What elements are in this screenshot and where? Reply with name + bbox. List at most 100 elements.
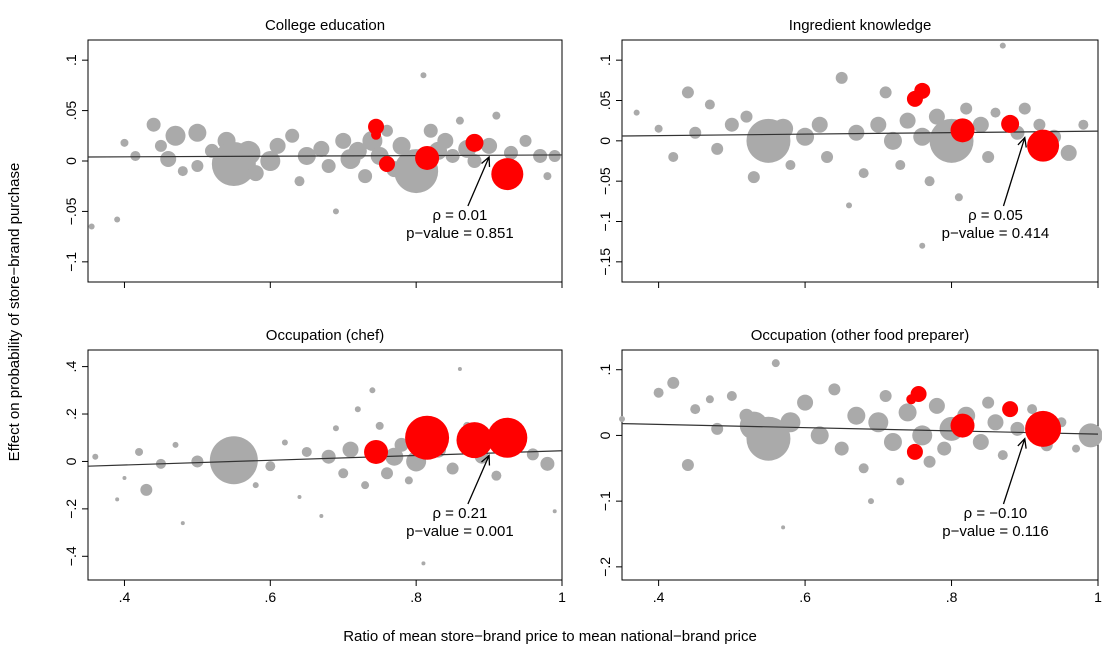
background-point xyxy=(899,112,916,129)
highlight-point xyxy=(415,145,440,170)
panel-title: Occupation (chef) xyxy=(266,327,384,344)
background-point xyxy=(924,176,935,187)
background-point xyxy=(380,467,393,480)
pvalue-annotation: p−value = 0.414 xyxy=(942,225,1050,242)
y-tick-label: −.4 xyxy=(63,546,79,566)
background-point xyxy=(990,107,1001,118)
rho-annotation: ρ = −0.10 xyxy=(964,505,1028,522)
background-point xyxy=(135,447,144,456)
background-point xyxy=(867,498,874,505)
background-point xyxy=(828,383,841,396)
background-point xyxy=(821,150,834,163)
highlight-point xyxy=(487,417,528,458)
background-point xyxy=(491,470,502,481)
highlight-point xyxy=(1002,401,1019,418)
background-point xyxy=(982,396,995,409)
background-point xyxy=(705,395,714,404)
background-point xyxy=(180,521,185,526)
background-point xyxy=(747,171,760,184)
background-point xyxy=(858,168,869,179)
background-point xyxy=(987,414,1004,431)
background-point xyxy=(114,216,121,223)
y-tick-label: −.1 xyxy=(63,252,79,272)
y-tick-label: −.05 xyxy=(63,197,79,225)
background-point xyxy=(1033,118,1046,131)
background-point xyxy=(1010,421,1025,436)
fit-line xyxy=(87,154,563,158)
background-point xyxy=(858,463,869,474)
background-point xyxy=(297,495,302,500)
fit-line xyxy=(621,130,1099,137)
y-tick-label: 0 xyxy=(63,157,79,165)
background-point xyxy=(394,437,409,452)
background-point xyxy=(92,453,99,460)
y-tick-label: 0 xyxy=(597,137,613,145)
background-point xyxy=(781,525,786,530)
background-point xyxy=(540,456,555,471)
annotation-arrow xyxy=(467,156,490,207)
background-point xyxy=(172,441,179,448)
background-point xyxy=(928,108,945,125)
background-point xyxy=(526,448,539,461)
background-point xyxy=(404,476,413,485)
arrow-head-icon xyxy=(481,454,491,466)
x-tick-label: .4 xyxy=(653,589,665,605)
background-point xyxy=(633,109,640,116)
y-tick-label: .05 xyxy=(63,101,79,121)
background-point xyxy=(704,99,715,110)
highlight-point xyxy=(378,156,395,173)
panel-title: College education xyxy=(265,17,385,34)
background-point xyxy=(726,391,737,401)
pvalue-annotation: p−value = 0.116 xyxy=(942,523,1048,540)
background-point xyxy=(780,412,801,433)
background-point xyxy=(313,140,330,157)
background-point xyxy=(668,151,679,162)
highlight-point xyxy=(950,118,975,143)
background-point xyxy=(294,176,305,187)
background-point xyxy=(130,150,141,161)
background-point xyxy=(281,439,288,446)
background-point xyxy=(455,116,464,125)
highlight-point xyxy=(914,82,931,99)
background-point xyxy=(879,86,892,99)
highlight-point xyxy=(1001,114,1020,133)
y-tick-label: −.2 xyxy=(597,557,613,577)
background-point xyxy=(711,142,724,155)
plot-frame xyxy=(87,349,563,581)
background-point xyxy=(846,202,853,209)
rho-annotation: ρ = 0.01 xyxy=(432,207,487,224)
plot-frame xyxy=(621,349,1099,581)
highlight-point xyxy=(465,133,484,152)
background-point xyxy=(338,468,349,479)
background-point xyxy=(835,71,848,84)
y-tick-label: .05 xyxy=(597,91,613,111)
highlight-point xyxy=(1025,410,1062,447)
background-point xyxy=(160,150,177,167)
y-tick-label: −.2 xyxy=(63,499,79,519)
background-point xyxy=(771,359,780,368)
background-point xyxy=(177,166,188,177)
highlight-point xyxy=(368,118,385,135)
highlight-point xyxy=(910,386,927,403)
background-point xyxy=(681,86,694,99)
background-point xyxy=(972,116,989,133)
background-point xyxy=(209,436,258,485)
background-point xyxy=(354,406,361,413)
background-point xyxy=(154,139,167,152)
background-point xyxy=(997,450,1008,461)
background-point xyxy=(457,366,462,371)
background-point xyxy=(369,387,376,394)
y-tick-label: .1 xyxy=(597,54,613,66)
fit-line xyxy=(621,423,1099,435)
background-point xyxy=(420,72,427,79)
y-tick-label: −.05 xyxy=(597,167,613,195)
background-point xyxy=(335,132,352,149)
background-point xyxy=(332,208,339,215)
background-point xyxy=(115,497,120,502)
background-point xyxy=(533,148,548,163)
background-point xyxy=(928,397,945,414)
background-point xyxy=(492,111,501,120)
rho-annotation: ρ = 0.21 xyxy=(432,505,487,522)
background-point xyxy=(667,376,680,389)
